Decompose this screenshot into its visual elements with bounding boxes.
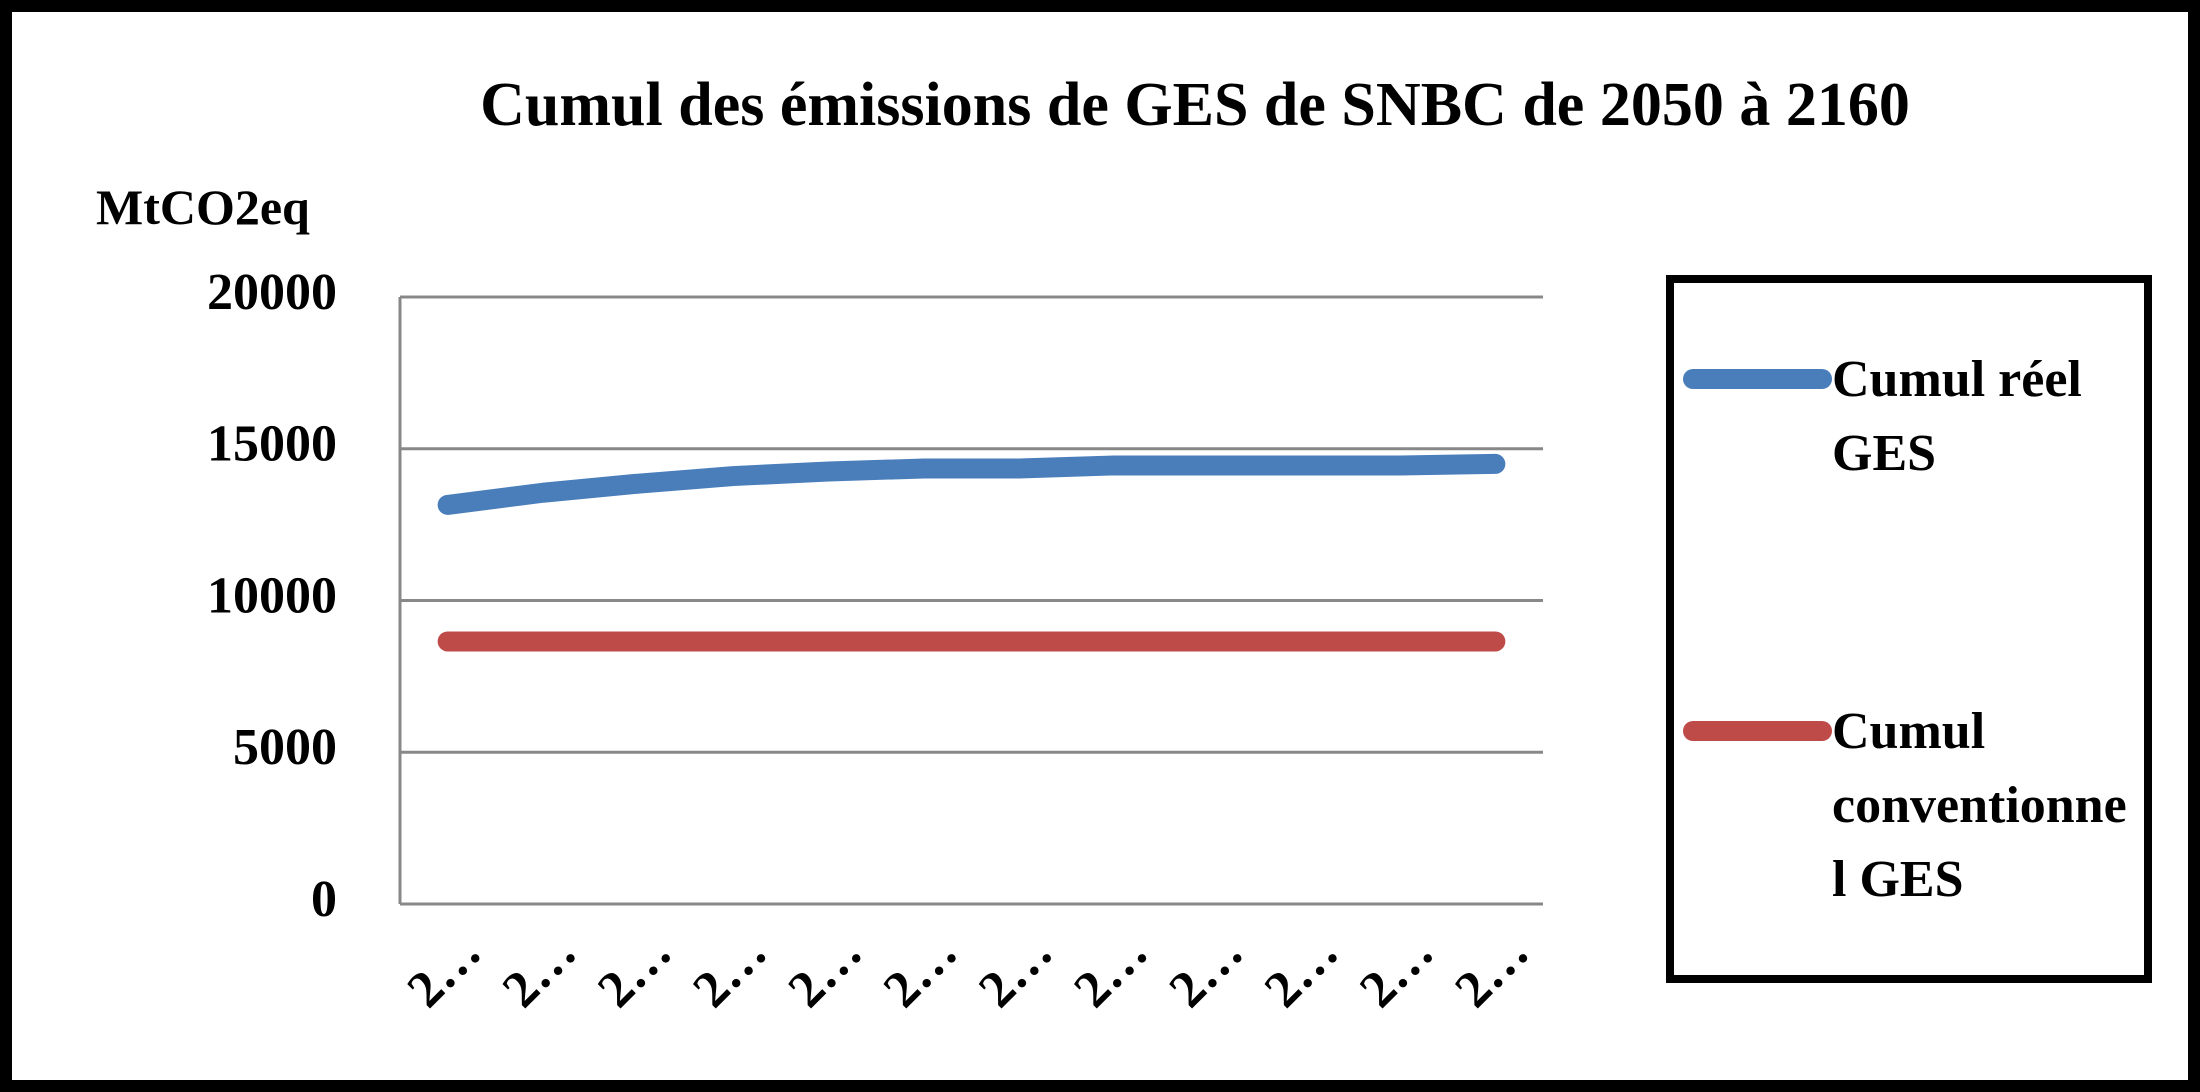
- x-tick-label: 2…: [1159, 923, 1254, 1018]
- line-series: [437, 453, 1506, 515]
- x-tick-label: 2…: [492, 923, 587, 1018]
- y-tick-label: 15000: [207, 416, 337, 473]
- y-tick-label: 20000: [207, 264, 337, 321]
- legend-box: [1666, 275, 2152, 983]
- legend-label: Cumul conventionnel GES: [1832, 703, 2127, 908]
- x-tick-label: 2…: [587, 923, 682, 1018]
- x-tick-label: 2…: [873, 923, 968, 1018]
- x-tick-label: 2…: [1349, 923, 1444, 1018]
- x-tick-label: 2…: [682, 923, 777, 1018]
- y-tick-label: 5000: [233, 719, 337, 776]
- y-axis-label: MtCO2eq: [96, 179, 310, 235]
- chart-title: Cumul des émissions de GES de SNBC de 20…: [480, 71, 1910, 139]
- x-tick-label: 2…: [1063, 923, 1158, 1018]
- x-tick-label: 2…: [1254, 923, 1349, 1018]
- x-tick-label: 2…: [397, 923, 492, 1018]
- x-tick-label: 2…: [968, 923, 1063, 1018]
- y-tick-label: 0: [311, 871, 337, 928]
- x-tick-label: 2…: [778, 923, 873, 1018]
- x-tick-label: 2…: [1444, 923, 1539, 1018]
- y-tick-label: 10000: [207, 567, 337, 624]
- legend-label: Cumul réel GES: [1832, 351, 2082, 482]
